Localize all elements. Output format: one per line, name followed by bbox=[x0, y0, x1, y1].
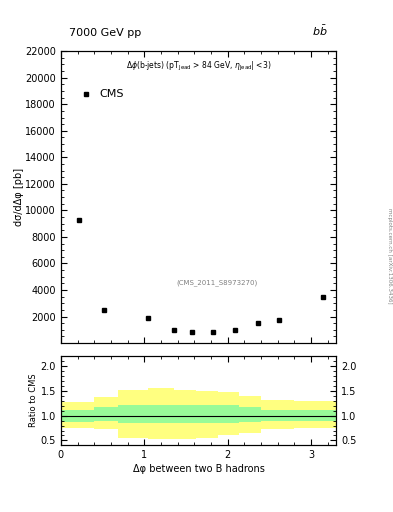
Text: $\Delta\phi$(b-jets) (pT$_{\mathregular{Jead}}$ > 84 GeV, $\eta_{\mathregular{Je: $\Delta\phi$(b-jets) (pT$_{\mathregular{… bbox=[126, 60, 271, 73]
X-axis label: Δφ between two B hadrons: Δφ between two B hadrons bbox=[132, 464, 264, 475]
Y-axis label: dσ/dΔφ [pb]: dσ/dΔφ [pb] bbox=[14, 168, 24, 226]
Y-axis label: Ratio to CMS: Ratio to CMS bbox=[29, 374, 38, 428]
Text: mcplots.cern.ch [arXiv:1306.3436]: mcplots.cern.ch [arXiv:1306.3436] bbox=[387, 208, 392, 304]
Text: 7000 GeV pp: 7000 GeV pp bbox=[69, 28, 141, 38]
Text: (CMS_2011_S8973270): (CMS_2011_S8973270) bbox=[176, 279, 258, 286]
Text: CMS: CMS bbox=[99, 89, 124, 98]
Text: b$\mathregular{\bar{b}}$: b$\mathregular{\bar{b}}$ bbox=[312, 24, 328, 38]
